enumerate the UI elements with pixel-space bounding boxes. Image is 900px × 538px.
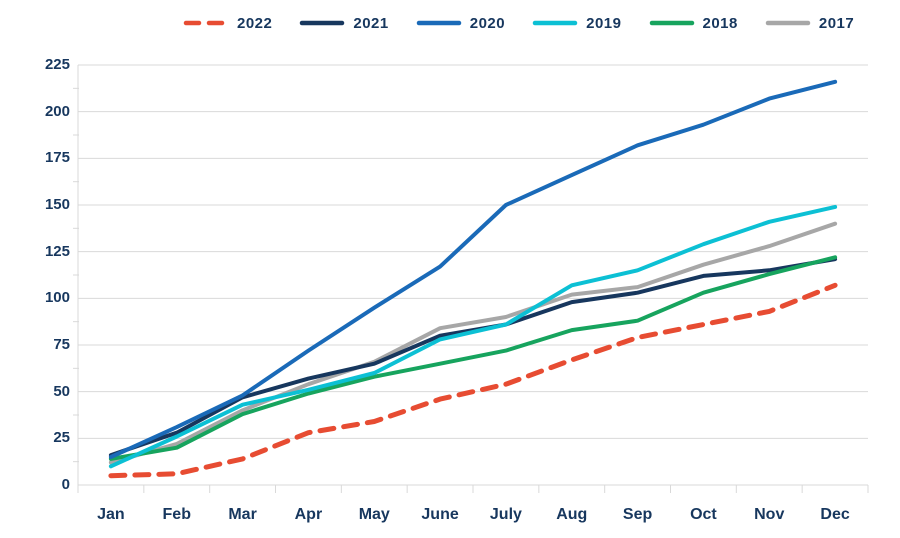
legend-swatch-icon-2017	[765, 20, 811, 26]
x-axis-label-nov: Nov	[754, 506, 785, 523]
y-axis-label-150: 150	[44, 196, 70, 213]
x-axis-label-feb: Feb	[162, 506, 191, 523]
x-axis-label-may: May	[358, 506, 390, 523]
legend-label-2019: 2019	[586, 14, 622, 32]
y-axis-label-175: 175	[44, 149, 70, 167]
x-axis-label-sep: Sep	[622, 506, 653, 523]
series-line-2020	[108, 79, 838, 459]
y-axis-label-225: 225	[44, 56, 70, 73]
legend-swatch-icon-2019	[532, 20, 578, 26]
y-axis-label-50: 50	[53, 382, 70, 400]
legend-label-2018: 2018	[702, 14, 738, 32]
x-axis-label-dec: Dec	[820, 506, 850, 523]
x-axis-label-july: July	[489, 506, 522, 523]
y-axis-label-25: 25	[53, 429, 70, 447]
legend-item-2020: 2020	[416, 15, 505, 32]
legend-label-2020: 2020	[469, 14, 506, 32]
legend-item-2021: 2021	[299, 15, 388, 32]
legend-swatch-icon-2022	[183, 20, 229, 26]
legend-swatch-icon-2018	[649, 20, 694, 26]
x-axis-label-oct: Oct	[690, 506, 717, 523]
y-axis-label-200: 200	[44, 102, 70, 120]
x-axis-label-apr: Apr	[294, 506, 323, 523]
series-line-2022	[108, 282, 838, 479]
x-axis-label-aug: Aug	[556, 506, 588, 523]
chart-legend: 2022 2021 2020 2019 2018 2017	[183, 10, 854, 36]
legend-item-2019: 2019	[532, 15, 621, 32]
legend-label-2022: 2022	[237, 14, 273, 32]
legend-swatch-icon-2021	[300, 20, 345, 26]
legend-label-2021: 2021	[353, 14, 389, 32]
y-axis-label-75: 75	[53, 336, 70, 353]
legend-item-2017: 2017	[765, 15, 854, 32]
series-line-2017	[108, 221, 838, 465]
legend-item-2018: 2018	[649, 15, 738, 32]
y-axis-label-0: 0	[61, 476, 70, 493]
series-line-2019	[108, 204, 838, 469]
y-axis-label-100: 100	[44, 289, 70, 307]
legend-label-2017: 2017	[818, 14, 855, 32]
x-axis-label-june: June	[421, 506, 459, 523]
y-axis-label-125: 125	[44, 242, 70, 260]
x-axis-label-jan: Jan	[97, 506, 125, 523]
x-axis-label-mar: Mar	[228, 506, 257, 523]
series-line-2018	[108, 255, 838, 461]
legend-item-2022: 2022	[183, 15, 272, 32]
legend-swatch-icon-2020	[416, 20, 461, 26]
